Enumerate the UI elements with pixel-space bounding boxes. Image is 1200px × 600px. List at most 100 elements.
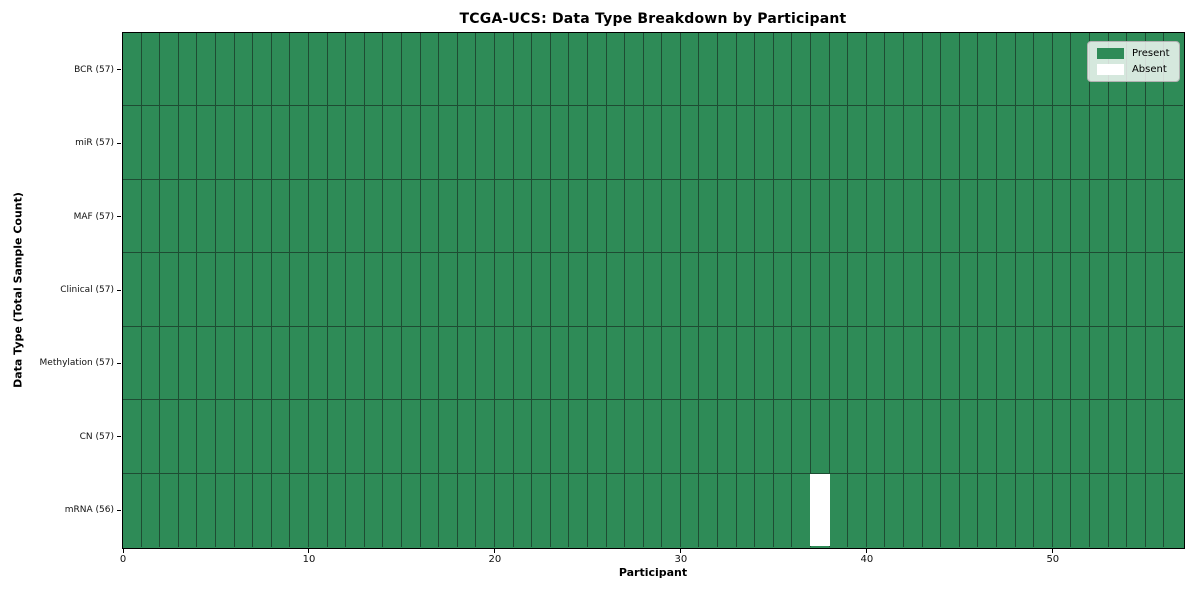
y-tick-mark: [117, 509, 121, 511]
absent-cell: [810, 473, 830, 547]
legend-label-absent: Absent: [1131, 63, 1167, 75]
x-axis-title: Participant: [618, 566, 688, 579]
legend-label-present: Present: [1131, 47, 1170, 59]
grid-line-vertical: [512, 32, 514, 547]
y-tick-label: Clinical (57): [60, 285, 114, 295]
grid-line-vertical: [1126, 32, 1128, 547]
grid-line-vertical: [159, 32, 161, 547]
grid-line-vertical: [884, 32, 886, 547]
grid-line-vertical: [642, 32, 644, 547]
y-tick-mark: [117, 436, 121, 438]
y-tick-label: MAF (57): [73, 211, 114, 222]
legend-swatch-present-icon: [1096, 47, 1124, 59]
grid-line-vertical: [177, 32, 179, 547]
grid-line-vertical: [400, 32, 402, 547]
y-tick-label: CN (57): [79, 431, 114, 442]
grid-line-horizontal: [122, 472, 1183, 474]
legend-entry-present: Present: [1096, 47, 1170, 59]
grid-line-vertical: [661, 32, 663, 547]
grid-line-vertical: [772, 32, 774, 547]
grid-line-vertical: [456, 32, 458, 547]
grid-line-vertical: [698, 32, 700, 547]
grid-line-vertical: [196, 32, 198, 547]
grid-line-vertical: [810, 32, 812, 547]
x-tick-label: 20: [488, 554, 502, 565]
x-tick-mark: [1052, 549, 1054, 553]
grid-line-vertical: [996, 32, 998, 547]
y-tick-label: miR (57): [75, 138, 114, 149]
grid-line-vertical: [977, 32, 979, 547]
x-tick-label: 10: [302, 554, 316, 565]
grid-line-vertical: [475, 32, 477, 547]
grid-line-vertical: [382, 32, 384, 547]
x-tick-label: 30: [674, 554, 688, 565]
grid-line-vertical: [1107, 32, 1109, 547]
y-tick-label: mRNA (56): [64, 505, 114, 516]
grid-line-vertical: [1144, 32, 1146, 547]
grid-line-vertical: [345, 32, 347, 547]
grid-line-vertical: [624, 32, 626, 547]
grid-line-vertical: [1014, 32, 1016, 547]
x-tick-label: 0: [119, 554, 127, 565]
grid-line-vertical: [140, 32, 142, 547]
grid-line-vertical: [754, 32, 756, 547]
x-tick-mark: [680, 549, 682, 553]
grid-line-vertical: [958, 32, 960, 547]
grid-line-vertical: [791, 32, 793, 547]
y-tick-label: BCR (57): [74, 64, 114, 75]
grid-line-vertical: [1033, 32, 1035, 547]
grid-line-vertical: [531, 32, 533, 547]
grid-line-horizontal: [122, 252, 1183, 254]
grid-line-vertical: [735, 32, 737, 547]
grid-line-vertical: [363, 32, 365, 547]
grid-line-vertical: [828, 32, 830, 547]
x-tick-mark: [494, 549, 496, 553]
grid-line-vertical: [289, 32, 291, 547]
grid-line-vertical: [903, 32, 905, 547]
chart-title: TCGA-UCS: Data Type Breakdown by Partici…: [459, 11, 847, 27]
grid-line-vertical: [1089, 32, 1091, 547]
grid-line-vertical: [586, 32, 588, 547]
grid-line-vertical: [1163, 32, 1165, 547]
grid-line-vertical: [270, 32, 272, 547]
grid-line-vertical: [419, 32, 421, 547]
grid-line-horizontal: [122, 105, 1183, 107]
heatmap-grid: [122, 32, 1183, 547]
y-tick-mark: [117, 69, 121, 71]
grid-line-vertical: [549, 32, 551, 547]
grid-line-vertical: [438, 32, 440, 547]
grid-line-vertical: [1070, 32, 1072, 547]
grid-line-horizontal: [122, 325, 1183, 327]
grid-line-vertical: [940, 32, 942, 547]
grid-line-vertical: [717, 32, 719, 547]
legend: Present Absent: [1086, 40, 1180, 82]
x-tick-label: 40: [860, 554, 874, 565]
grid-line-vertical: [214, 32, 216, 547]
grid-line-horizontal: [122, 178, 1183, 180]
y-tick-mark: [117, 289, 121, 291]
grid-line-vertical: [307, 32, 309, 547]
x-tick-mark: [866, 549, 868, 553]
grid-line-vertical: [252, 32, 254, 547]
x-tick-mark: [308, 549, 310, 553]
legend-entry-absent: Absent: [1096, 63, 1170, 75]
y-tick-mark: [117, 362, 121, 364]
grid-line-vertical: [679, 32, 681, 547]
grid-line-vertical: [493, 32, 495, 547]
plot-area: Present Absent: [121, 31, 1185, 549]
grid-line-vertical: [605, 32, 607, 547]
grid-line-vertical: [921, 32, 923, 547]
legend-swatch-absent-icon: [1096, 63, 1124, 75]
grid-line-vertical: [1051, 32, 1053, 547]
grid-line-vertical: [233, 32, 235, 547]
y-tick-mark: [117, 142, 121, 144]
y-tick-label: Methylation (57): [39, 358, 114, 369]
y-tick-mark: [117, 216, 121, 218]
grid-line-vertical: [865, 32, 867, 547]
grid-line-vertical: [568, 32, 570, 547]
x-tick-label: 50: [1046, 554, 1060, 565]
grid-line-horizontal: [122, 399, 1183, 401]
grid-line-vertical: [847, 32, 849, 547]
grid-line-vertical: [326, 32, 328, 547]
